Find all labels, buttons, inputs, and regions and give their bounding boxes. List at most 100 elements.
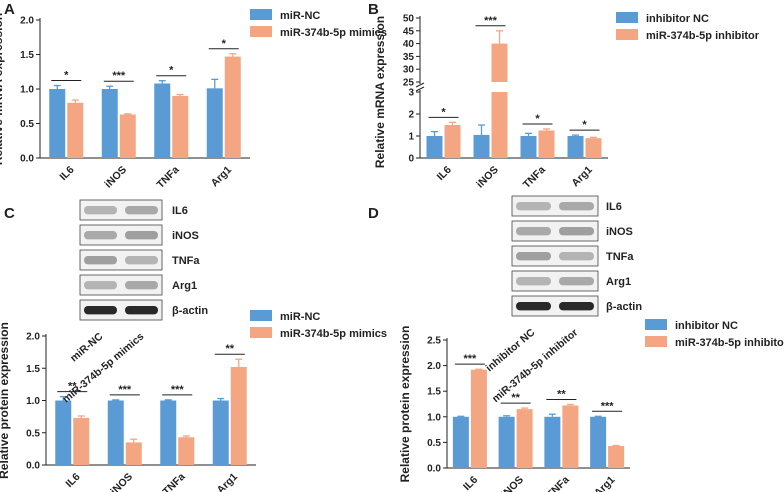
bar-series-2 xyxy=(73,417,90,465)
bar-series-1 xyxy=(520,136,537,158)
significance-label: * xyxy=(169,65,174,77)
bar-series-1 xyxy=(473,134,490,158)
bar-series-1 xyxy=(49,89,66,158)
bar-series-1 xyxy=(452,416,469,468)
chart-layer: 0.0 0.5 1.0 1.5 2.0 Relative mRNA expression *… xyxy=(0,9,784,492)
legend-swatch xyxy=(645,336,667,347)
legend-swatch xyxy=(250,310,272,321)
panel-label-a: A xyxy=(4,1,15,18)
bar-series-1 xyxy=(498,416,515,468)
bar-series-2 xyxy=(444,125,461,158)
y-tick-label: 25 xyxy=(403,78,415,89)
y-tick-label: 0 xyxy=(408,154,414,165)
significance-label: ** xyxy=(557,389,566,401)
blot-lane-label: miR-374b-5p inhibitor xyxy=(490,327,580,406)
blot-band xyxy=(84,206,117,215)
panel-label-b: B xyxy=(368,1,379,18)
bar-series-1 xyxy=(212,400,229,465)
significance-label: * xyxy=(535,113,540,125)
x-tick-label: Arg1 xyxy=(209,164,235,190)
bar-series-1 xyxy=(426,136,443,158)
significance-label: *** xyxy=(601,400,615,412)
y-tick-label: 1.5 xyxy=(20,50,34,61)
panel-label-d: D xyxy=(368,205,379,222)
axis-break-mark xyxy=(415,82,425,88)
y-tick-label: 2.0 xyxy=(427,361,441,372)
bar-series-2 xyxy=(516,409,533,468)
legend-swatch xyxy=(250,26,272,37)
bar-series-2 xyxy=(562,405,579,468)
significance-label: * xyxy=(441,106,446,118)
y-tick-label: 1.5 xyxy=(427,387,441,398)
significance-label: *** xyxy=(171,384,185,396)
bar-series-2 xyxy=(470,369,487,468)
legend-entry: miR-NC xyxy=(280,311,320,323)
significance-label: *** xyxy=(484,15,498,27)
x-tick-label: iNOS xyxy=(108,471,135,492)
bar-series-2 xyxy=(125,442,142,465)
y-tick-label: 1.0 xyxy=(20,85,34,96)
y-tick-label: 2 xyxy=(408,110,414,121)
blot-band xyxy=(559,252,594,261)
blot-row-label: β-actin xyxy=(606,301,642,313)
panel-label-c: C xyxy=(4,205,15,222)
y-tick-label: 45 xyxy=(403,26,415,37)
y-tick-label: 40 xyxy=(403,39,415,50)
y-tick-label: 2.0 xyxy=(26,332,40,343)
legend-entry: miR-374b-5p inhibitor xyxy=(646,30,760,42)
bar-series-2 xyxy=(608,445,625,468)
blot-strip xyxy=(79,299,163,321)
blot-row-label: β-actin xyxy=(172,305,208,317)
blot-band xyxy=(84,281,117,290)
blot-strip xyxy=(511,270,599,292)
x-tick-label: Arg1 xyxy=(569,164,595,190)
blot-band xyxy=(559,202,594,211)
y-tick-label: 35 xyxy=(403,52,415,63)
y-tick-label: 2.0 xyxy=(20,16,34,27)
blot-strip xyxy=(79,249,163,271)
legend-entry: miR-374b-5p mimics xyxy=(280,27,387,39)
bar-series-2 xyxy=(491,43,508,82)
bar-series-1 xyxy=(107,400,124,465)
bar-series-1 xyxy=(590,416,607,468)
blot-strip xyxy=(511,295,599,317)
bar-series-1 xyxy=(567,136,584,158)
y-tick-label: 30 xyxy=(403,65,415,76)
bar-series-2 xyxy=(538,130,555,158)
x-tick-label: IL6 xyxy=(63,471,82,490)
significance-label: *** xyxy=(118,384,132,396)
blot-row-label: Arg1 xyxy=(172,280,197,292)
y-axis-label: Relative mRNA expression xyxy=(0,13,5,165)
blot-row-label: iNOS xyxy=(606,226,633,238)
bar-series-1 xyxy=(544,416,561,468)
axis-break-mark xyxy=(415,86,425,92)
significance-label: ** xyxy=(68,381,77,393)
x-tick-label: TNFa xyxy=(155,164,182,191)
x-tick-label: IL6 xyxy=(461,474,480,492)
x-tick-label: Arg1 xyxy=(215,471,241,492)
blot-band xyxy=(516,302,551,311)
x-tick-label: TNFa xyxy=(161,471,188,492)
blot-strip xyxy=(511,195,599,217)
bar-series-2 xyxy=(230,366,247,465)
x-tick-label: TNFa xyxy=(521,164,548,191)
blot-band xyxy=(516,277,551,286)
y-axis-label: Relative protein expression xyxy=(398,326,412,483)
bar-series-1 xyxy=(160,400,177,465)
bar-series-2 xyxy=(67,102,84,158)
y-tick-label: 1.5 xyxy=(26,364,40,375)
blot-row-label: iNOS xyxy=(172,230,199,242)
blot-band xyxy=(125,281,158,290)
legend-entry: miR-374b-5p mimics xyxy=(280,328,387,340)
y-tick-label: 0.5 xyxy=(26,428,40,439)
blot-band xyxy=(559,277,594,286)
significance-label: *** xyxy=(112,70,126,82)
y-tick-label: 1.0 xyxy=(427,412,441,423)
legend-swatch xyxy=(250,9,272,20)
blot-strip xyxy=(79,224,163,246)
y-axis-label: Relative protein expression xyxy=(0,322,11,479)
bar-series-2 xyxy=(224,56,241,158)
y-tick-label: 1 xyxy=(408,132,414,143)
blot-band xyxy=(559,227,594,236)
